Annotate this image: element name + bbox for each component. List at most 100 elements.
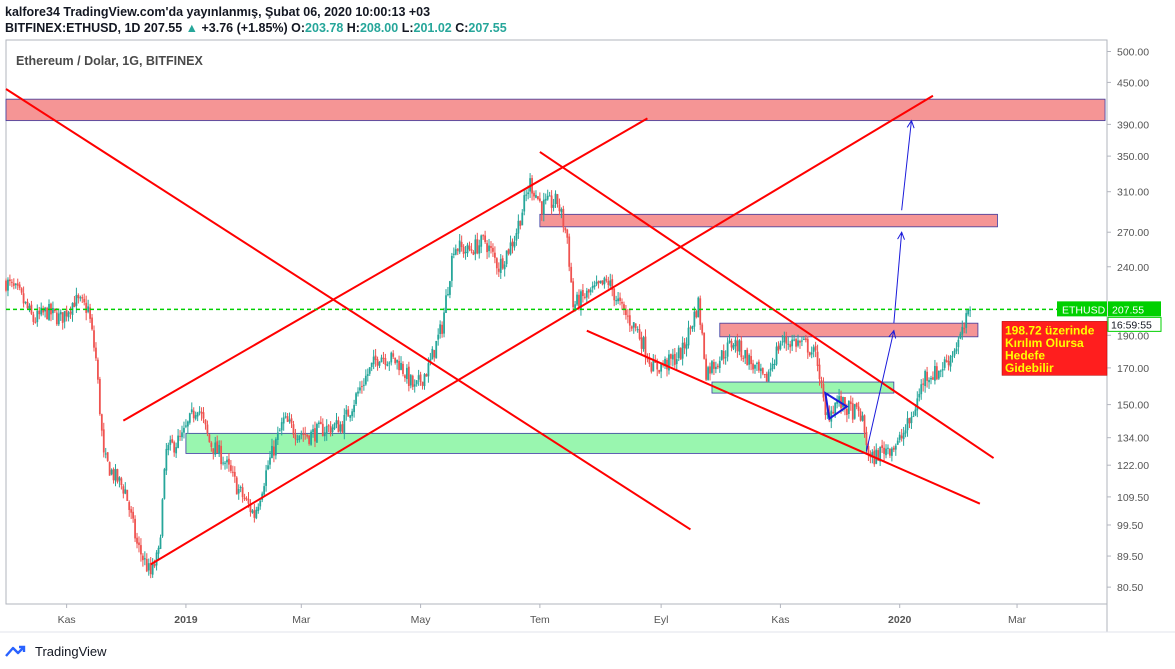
candle-body [163,469,166,499]
candle-body [589,289,592,293]
candle-body [110,469,113,475]
candle-body [316,423,318,443]
candle-body [464,251,467,253]
candle-body [591,285,594,289]
candle-body [961,326,964,335]
candle-body [46,307,48,320]
candle-body [570,266,573,283]
x-tick-label: Mar [1008,614,1027,626]
candle-body [932,377,934,380]
candle-body [343,414,346,434]
candle-body [298,435,301,440]
candle-body [879,446,882,462]
candle-body [179,435,181,437]
candle-body [400,362,402,370]
arrow-head-icon [888,329,897,339]
candle-body [865,432,868,446]
triangle-pattern [824,391,849,421]
candle-body [419,374,422,382]
candle-body [934,365,936,381]
tradingview-brand[interactable]: TradingView [35,643,107,659]
candle-body [171,439,174,443]
candle-body [486,243,488,253]
candle-body [357,391,359,394]
candle-body [804,338,807,341]
candle-body [625,309,627,316]
candle-body [492,247,494,252]
candle-body [679,347,682,360]
candle-body [312,429,314,433]
candle-body [20,288,23,293]
x-tick-label: Eyl [654,614,669,626]
candle-body [392,353,395,357]
tradingview-logo-icon[interactable] [5,644,31,658]
candle-body [161,499,164,537]
candle-body [198,411,201,413]
candle-body [519,220,522,226]
candle-body [134,518,136,539]
candle-body [863,415,866,433]
candle-body [91,317,93,330]
x-tick-label: 2020 [888,614,912,626]
candle-body [738,340,741,352]
candle-body [752,363,754,370]
change-value: +3.76 (+1.85%) [201,21,288,35]
candle-body [413,384,416,387]
candle-body [759,368,762,372]
open-label: O: [291,21,306,35]
candle-body [443,312,445,334]
candle-body [44,307,47,312]
candle-body [415,380,418,385]
candle-body [12,283,15,286]
candle-body [384,358,387,365]
candle-body [456,248,459,251]
candle-body [192,410,195,419]
candle-body [955,348,958,352]
candle-body [890,448,893,456]
candle-body [507,249,510,254]
candle-body [345,409,348,415]
candle-body [529,178,531,192]
y-tick-label: 150.00 [1117,400,1149,412]
publisher-name[interactable]: kalfore34 [5,5,60,19]
candle-body [370,362,373,368]
candle-body [900,435,903,439]
candle-body [781,341,784,343]
candle-body [55,312,58,325]
candle-body [155,552,158,566]
candle-body [36,310,39,323]
candle-body [867,446,870,455]
candle-body [777,345,780,351]
candle-body [273,446,275,456]
last-price: 207.55 [143,21,183,35]
candle-body [824,397,827,415]
candle-body [437,334,440,340]
candle-body [681,342,684,359]
candle-body [128,502,131,510]
candle-body [787,343,790,345]
candle-body [603,277,606,285]
candle-body [267,465,269,470]
candle-body [218,444,221,454]
candle-body [263,486,266,495]
candle-body [405,367,408,380]
candle-body [806,339,809,353]
candle-body [239,486,242,488]
candle-body [97,359,99,380]
y-tick-label: 390.00 [1117,119,1149,131]
candle-body [916,398,919,411]
candle-body [597,281,600,284]
candle-body [728,340,731,343]
candle-body [441,324,443,334]
candle-body [756,362,758,364]
candle-body [308,435,311,444]
y-tick-label: 310.00 [1117,187,1149,199]
trend-line [150,94,934,566]
open-value: 203.78 [305,21,344,35]
chart-title: Ethereum / Dolar, 1G, BITFINEX [16,54,204,68]
high-value: 208.00 [359,21,399,35]
candle-body [169,439,172,445]
candle-body [793,339,796,341]
annotation-line: 198.72 üzerinde [1005,323,1095,337]
